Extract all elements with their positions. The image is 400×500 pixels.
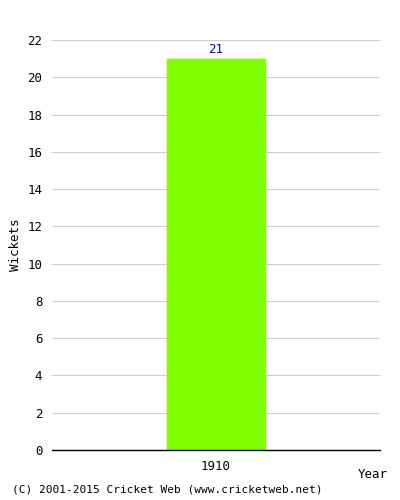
Text: 21: 21 — [208, 43, 224, 56]
Text: (C) 2001-2015 Cricket Web (www.cricketweb.net): (C) 2001-2015 Cricket Web (www.cricketwe… — [12, 485, 322, 495]
Y-axis label: Wickets: Wickets — [9, 219, 22, 271]
Text: Year: Year — [358, 468, 388, 480]
Bar — [167, 58, 265, 450]
